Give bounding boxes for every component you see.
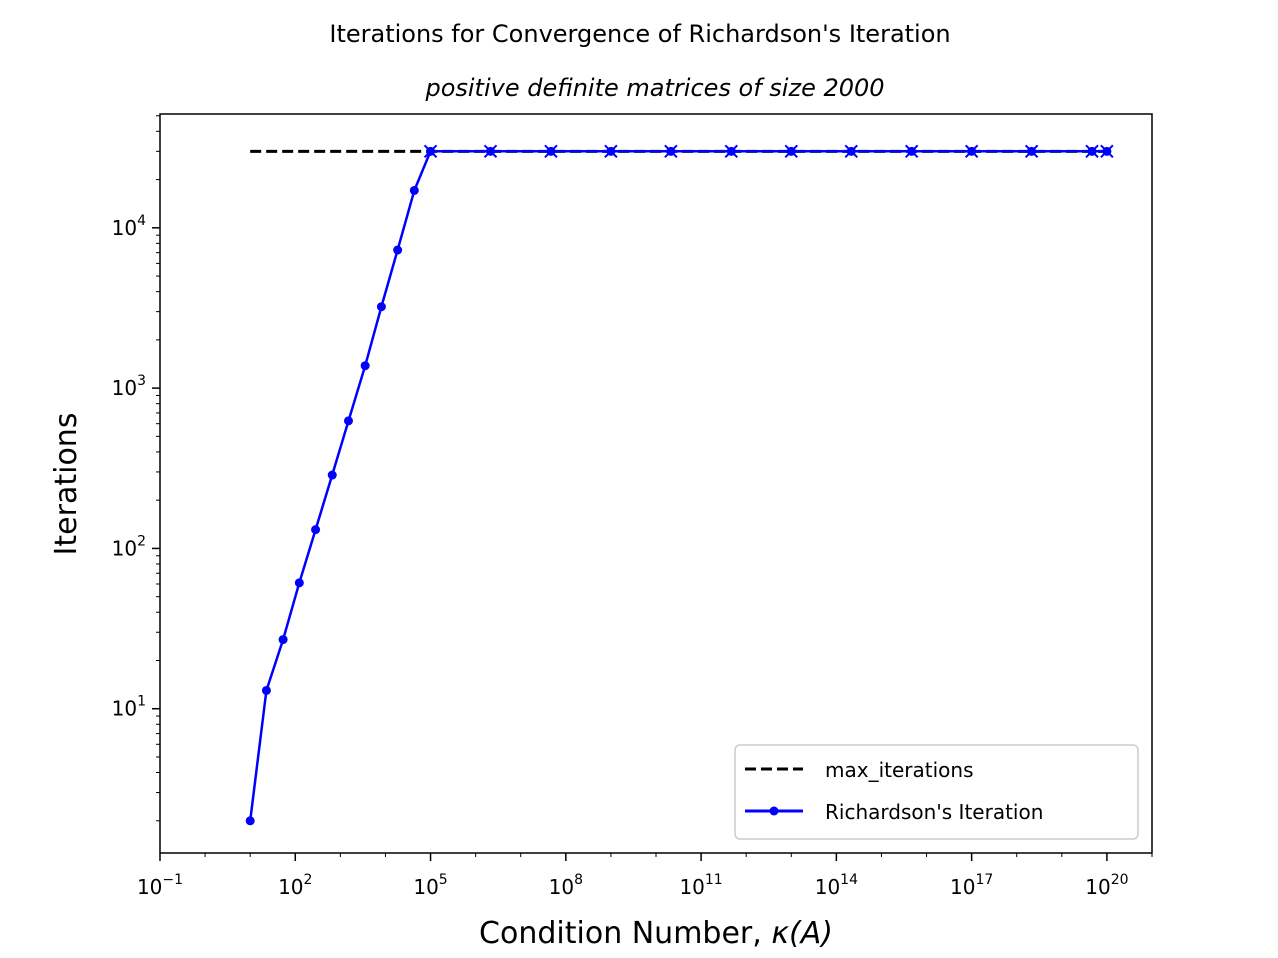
plot-area	[245, 144, 1114, 826]
max-iterations-hit-marker	[664, 144, 678, 159]
y-tick-label: 102	[112, 533, 146, 560]
legend-max-iterations-label: max_iterations	[825, 758, 974, 782]
max-iterations-hit-marker	[724, 144, 739, 159]
x-tick-label: 102	[278, 872, 312, 899]
richardson-data-point	[327, 470, 337, 480]
max-iterations-hit-marker	[423, 144, 438, 159]
max-iterations-hit-marker	[1100, 144, 1114, 159]
richardson-series-line	[248, 150, 1107, 821]
x-axis-label: Condition Number, κ(A)	[479, 916, 833, 951]
legend: max_iterations Richardson's Iteration	[734, 744, 1139, 840]
max-iterations-hit-marker	[904, 144, 919, 159]
richardson-data-point	[261, 685, 271, 695]
max-iterations-hit-marker	[964, 144, 979, 159]
y-tick-label: 101	[112, 694, 146, 721]
richardson-data-point	[376, 302, 386, 312]
richardson-data-point	[311, 525, 321, 535]
x-tick-label: 1017	[950, 872, 993, 899]
max-iterations-hit-marker	[1024, 144, 1039, 159]
max-iterations-hit-marker	[483, 144, 498, 159]
legend-richardson-label: Richardson's Iteration	[825, 800, 1043, 824]
chart-title: Iterations for Convergence of Richardson…	[329, 20, 950, 48]
richardson-data-point	[409, 185, 419, 195]
x-axis-label-symbol: κ(A)	[771, 916, 833, 951]
y-axis-label: Iterations	[49, 413, 84, 556]
richardson-data-point	[294, 578, 304, 588]
chart-subtitle: positive definite matrices of size 2000	[424, 74, 884, 102]
richardson-data-point	[360, 361, 370, 371]
y-tick-label: 104	[112, 213, 146, 240]
legend-box	[734, 744, 1139, 840]
legend-richardson-marker	[769, 806, 779, 816]
x-axis-label-text: Condition Number,	[479, 916, 771, 951]
max-iterations-hit-marker	[1085, 144, 1099, 159]
x-tick-label: 105	[413, 872, 447, 899]
richardson-data-point	[393, 245, 403, 255]
richardson-data-point	[245, 816, 255, 826]
y-tick-label: 103	[112, 373, 146, 400]
x-tick-label: 10−1	[137, 872, 183, 899]
plot-frame	[159, 113, 1153, 854]
x-tick-label: 108	[549, 872, 583, 899]
max-iterations-hit-marker	[604, 144, 618, 159]
max-iterations-hit-marker	[844, 144, 858, 159]
x-tick-label: 1020	[1085, 872, 1128, 899]
x-tick-label: 1011	[679, 872, 722, 899]
richardson-data-point	[343, 416, 353, 426]
y-axis: 101 102 103 104	[112, 115, 160, 822]
x-axis: 10−1 102 105 108 1011 1014 1017 1020	[137, 853, 1153, 899]
max-iterations-hit-marker	[784, 144, 798, 159]
x-tick-label: 1014	[815, 872, 858, 899]
richardson-data-point	[278, 635, 288, 645]
max-iterations-hit-marker	[544, 144, 558, 159]
